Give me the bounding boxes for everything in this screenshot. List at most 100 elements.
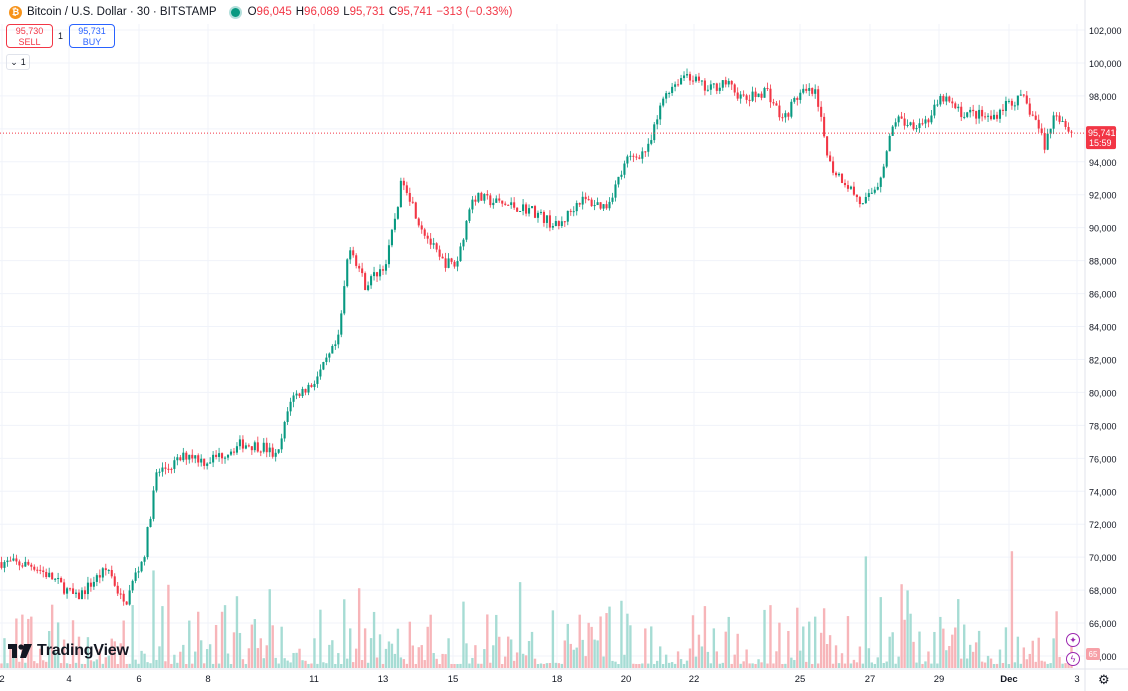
candle-body — [337, 334, 340, 345]
candle-body — [113, 576, 116, 586]
candle-body — [843, 182, 847, 186]
volume-bar — [691, 615, 695, 668]
candle-body — [462, 239, 465, 247]
candle-body — [265, 442, 268, 453]
candle-body — [325, 357, 328, 362]
candle-body — [805, 88, 808, 91]
candle-body — [101, 568, 104, 578]
settings-gear-icon[interactable]: ⚙ — [1098, 672, 1110, 687]
x-tick-label: 29 — [934, 674, 945, 685]
volume-bar — [670, 662, 674, 668]
buy-button[interactable]: 95,731 BUY — [69, 24, 115, 48]
volume-bar — [12, 655, 15, 668]
volume-bar — [1019, 663, 1023, 668]
candle-body — [241, 439, 244, 449]
candle-body — [66, 588, 69, 594]
candle-body — [450, 258, 453, 262]
volume-bar — [811, 663, 814, 668]
candle-body — [560, 221, 563, 226]
candle-body — [668, 92, 671, 94]
volume-bar — [235, 596, 239, 668]
candle-body — [727, 80, 730, 85]
volume-bar — [444, 654, 447, 668]
volume-bar — [960, 658, 963, 668]
candle-body — [1028, 103, 1031, 115]
volume-bar — [927, 651, 930, 668]
candle-body — [793, 97, 796, 102]
candle-body — [349, 250, 352, 260]
volume-bar — [80, 663, 84, 668]
volume-bar — [116, 663, 119, 668]
volume-bar — [530, 631, 534, 668]
volume-bar — [1061, 663, 1064, 668]
volume-bar — [1022, 647, 1026, 668]
candle-body — [724, 80, 727, 85]
candle-body — [390, 229, 393, 246]
volume-bar — [390, 643, 394, 668]
volume-bar — [334, 663, 337, 668]
volume-bar — [733, 654, 736, 668]
volume-bar — [769, 605, 772, 668]
volume-bar — [542, 663, 546, 668]
change-value: −313 (−0.33%) — [436, 6, 513, 18]
volume-bar — [167, 584, 170, 668]
candle-body — [176, 457, 179, 461]
candle-body — [688, 74, 692, 81]
tradingview-logo[interactable]: TradingView — [8, 642, 129, 660]
candle-body — [432, 243, 435, 245]
candle-body — [107, 570, 110, 572]
volume-bar — [1034, 661, 1037, 668]
candle-body — [826, 136, 829, 156]
volume-bar — [331, 640, 334, 668]
symbol-title[interactable]: Bitcoin / U.S. Dollar · 30 · BITSTAMP — [27, 6, 217, 18]
candle-body — [578, 203, 581, 205]
candle-body — [602, 204, 605, 209]
candle-body — [307, 384, 310, 393]
volume-bar — [697, 634, 701, 668]
volume-bar — [846, 616, 850, 668]
candle-body — [471, 199, 474, 210]
volume-bar — [143, 653, 146, 668]
market-status-indicator[interactable] — [230, 7, 240, 17]
candle-body — [677, 84, 680, 86]
sell-price: 95,730 — [15, 26, 44, 36]
sell-button[interactable]: 95,730 SELL — [6, 24, 53, 48]
candle-body — [271, 447, 274, 457]
volume-bar — [635, 663, 638, 668]
candle-body — [501, 200, 504, 204]
volume-bar — [957, 599, 960, 668]
candle-body — [739, 94, 742, 99]
volume-bar — [563, 640, 567, 668]
volume-bar — [974, 642, 978, 668]
volume-bar — [205, 649, 209, 668]
sparkle-icon[interactable]: ✦ — [1066, 633, 1080, 647]
candle-body — [525, 204, 528, 214]
indicators-collapse-button[interactable]: ⌄ 1 — [6, 54, 30, 70]
volume-bar — [140, 650, 143, 668]
volume-bar — [486, 614, 489, 668]
candle-body — [1013, 105, 1016, 107]
volume-bar — [909, 613, 912, 668]
volume-bar — [45, 661, 48, 668]
volume-bar — [509, 639, 513, 668]
y-tick-label: 100,000 — [1089, 59, 1122, 69]
candle-body — [235, 446, 238, 453]
candle-body — [1064, 120, 1067, 127]
volume-bar — [357, 588, 361, 668]
volume-bar — [414, 663, 417, 668]
volume-bar — [888, 636, 891, 668]
lightning-icon[interactable]: ϟ — [1066, 652, 1080, 666]
candle-body — [1058, 115, 1061, 122]
candle-body — [197, 455, 200, 463]
volume-bar — [125, 663, 128, 668]
volume-bar — [89, 660, 93, 668]
volume-bar — [590, 626, 593, 668]
x-tick-label: 6 — [136, 674, 141, 685]
volume-bar — [42, 660, 45, 668]
volume-bar — [453, 663, 456, 668]
volume-bar — [521, 653, 525, 668]
candle-body — [110, 570, 113, 577]
volume-bar — [292, 652, 295, 668]
candle-body — [298, 393, 301, 397]
